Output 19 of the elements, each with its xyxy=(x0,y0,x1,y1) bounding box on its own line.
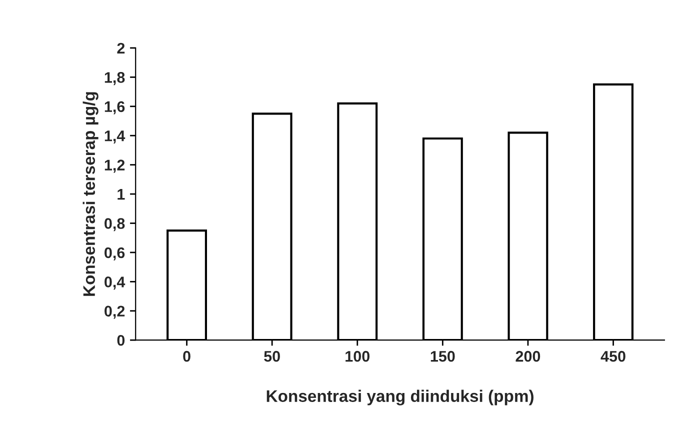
x-tick-label: 150 xyxy=(430,350,455,362)
y-tick-label: 1,4 xyxy=(104,130,126,144)
x-axis-title: Konsentrasi yang diinduksi (ppm) xyxy=(266,390,534,406)
y-tick-label: 1,6 xyxy=(104,101,125,114)
x-tick-label: 0 xyxy=(183,350,190,362)
x-tick-label: 450 xyxy=(600,350,626,362)
y-tick-label: 2 xyxy=(117,42,125,54)
y-tick-label: 0,8 xyxy=(104,218,125,232)
y-tick-label: 0,6 xyxy=(104,247,125,260)
x-tick-label: 200 xyxy=(516,350,540,362)
y-axis-title: Konsentrasi terserap µg/g xyxy=(82,92,98,296)
y-tick-label: 0 xyxy=(117,334,125,346)
y-tick-label: 1,8 xyxy=(104,72,125,86)
x-tick-label: 50 xyxy=(264,350,280,362)
y-tick-label: 0,4 xyxy=(104,276,126,290)
y-tick-label: 1,2 xyxy=(104,160,125,173)
x-tick-label: 100 xyxy=(346,350,370,362)
y-tick-label: 1 xyxy=(118,189,125,200)
y-tick-label: 0,2 xyxy=(104,306,125,319)
